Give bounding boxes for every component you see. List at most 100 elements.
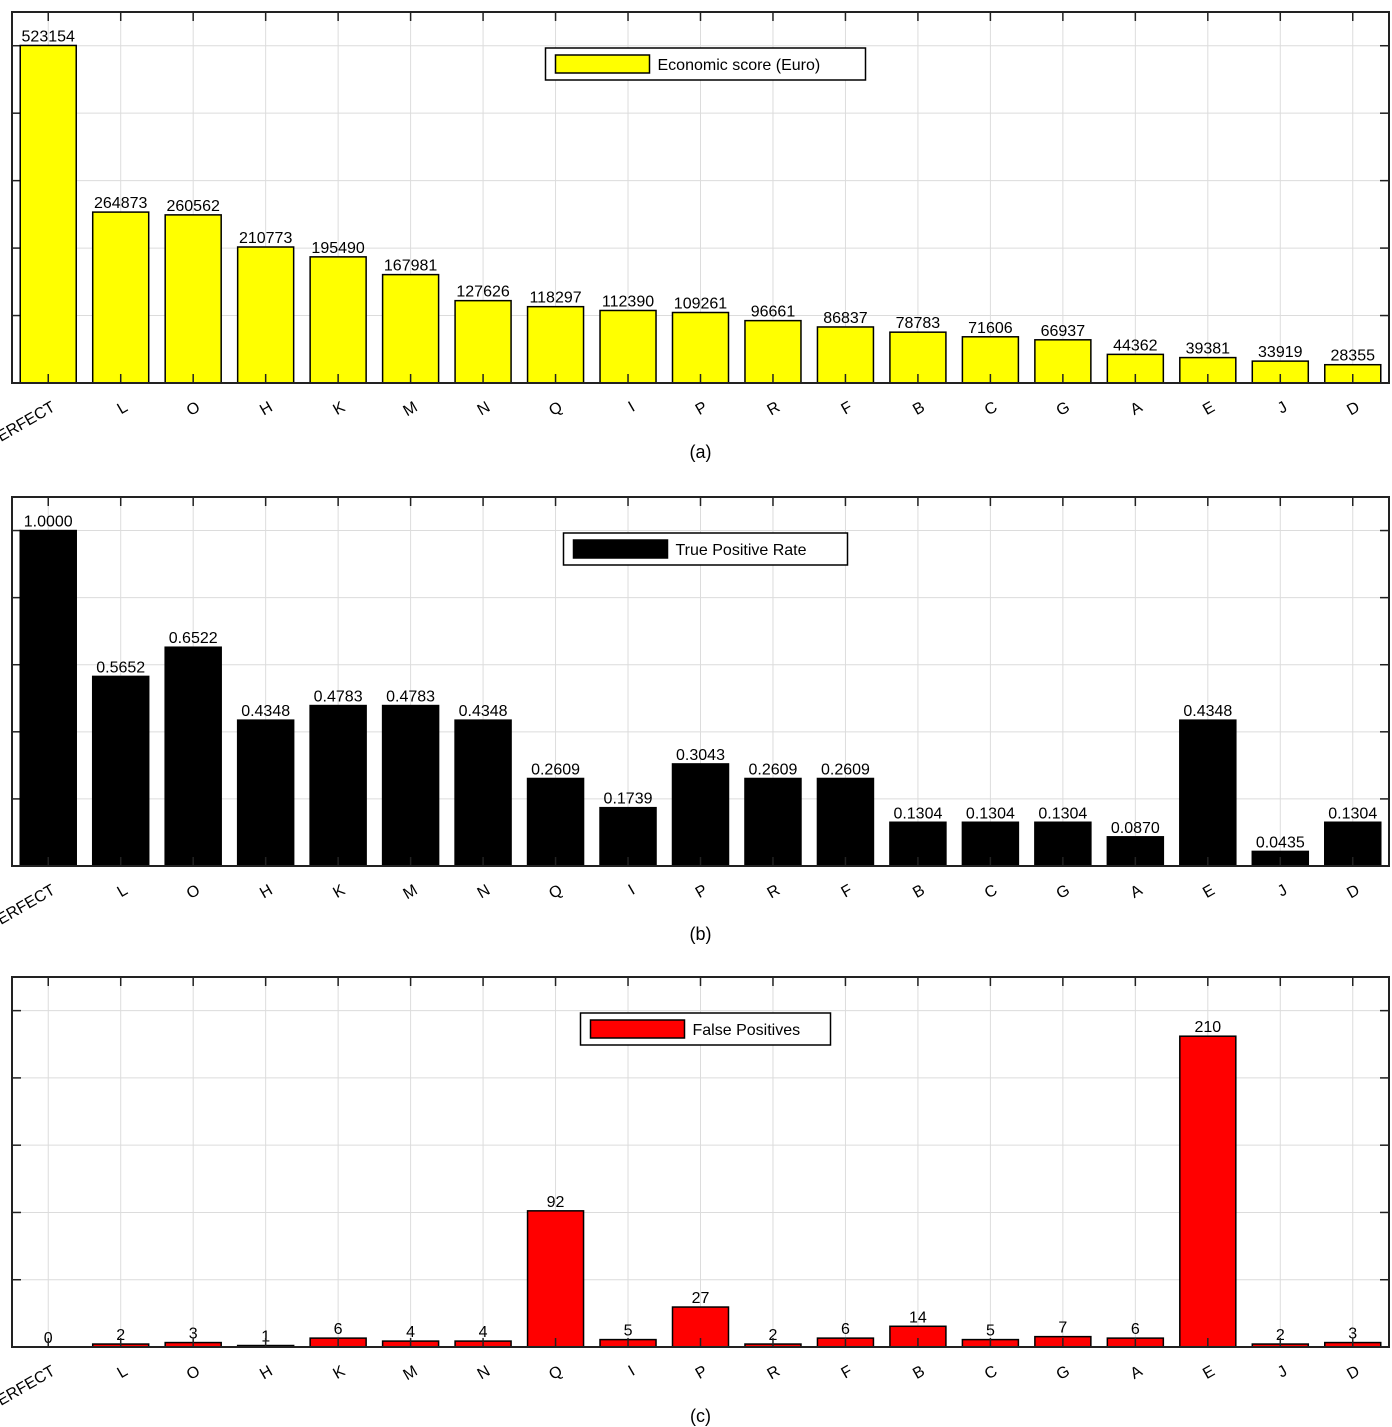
bar-value-label: 71606 xyxy=(968,320,1013,337)
bar-E xyxy=(1179,719,1237,867)
x-tick-label: A xyxy=(1128,882,1146,902)
chart-panel-1: 523154 264873 260562 210773 195490 167981 1276… xyxy=(0,11,1390,462)
x-tick-label: J xyxy=(1275,399,1290,418)
bar-PERFECT xyxy=(19,529,77,867)
bar-Q xyxy=(526,777,585,867)
legend-swatch xyxy=(554,54,651,74)
bar-value-label: 523154 xyxy=(22,28,75,45)
x-tick-label: P xyxy=(693,882,711,902)
bar-value-label: 0.1739 xyxy=(604,791,653,808)
x-tick-label: J xyxy=(1275,1363,1290,1382)
bar-value-label: 118297 xyxy=(529,290,581,307)
x-tick-label: M xyxy=(401,1363,421,1384)
bar-value-label: 0.2609 xyxy=(531,761,580,778)
x-tick-label: K xyxy=(330,882,348,902)
legend: True Positive Rate xyxy=(562,532,849,566)
x-tick-label: B xyxy=(910,1363,928,1383)
x-tick-label: D xyxy=(1344,882,1363,903)
legend-label: True Positive Rate xyxy=(676,542,807,559)
bar-value-label: 0.1304 xyxy=(966,805,1015,822)
x-tick-label: G xyxy=(1054,882,1073,903)
bar-value-label: 6 xyxy=(334,1321,343,1338)
x-tick-label: PERFECT xyxy=(0,1363,58,1415)
x-tick-label: R xyxy=(764,399,783,420)
bar-P xyxy=(671,763,730,867)
bar-value-label: 3 xyxy=(189,1326,198,1343)
x-tick-label: O xyxy=(184,399,203,420)
x-tick-label: N xyxy=(475,1363,494,1384)
bar-N xyxy=(454,719,512,867)
bar-value-label: 0.4783 xyxy=(314,689,363,706)
panel-caption: (a) xyxy=(690,442,712,462)
bar-value-label: 39381 xyxy=(1186,341,1231,358)
bar-value-label: 7 xyxy=(1058,1320,1067,1337)
x-tick-label: N xyxy=(475,399,494,420)
bar-PERFECT xyxy=(19,44,77,384)
bar-E xyxy=(1179,1035,1237,1348)
bar-value-label: 112390 xyxy=(602,293,654,310)
bar-F xyxy=(816,777,875,867)
bar-value-label: 66937 xyxy=(1041,323,1086,340)
bar-value-label: 0.2609 xyxy=(821,761,870,778)
bar-value-label: 210 xyxy=(1194,1019,1221,1036)
x-tick-label: J xyxy=(1275,882,1290,901)
bar-value-label: 109261 xyxy=(674,296,727,313)
x-tick-label: R xyxy=(764,882,783,903)
bar-value-label: 86837 xyxy=(823,310,868,327)
legend: False Positives xyxy=(579,1012,832,1046)
bar-value-label: 2 xyxy=(116,1327,125,1344)
bar-value-label: 0.3043 xyxy=(676,747,725,764)
legend-swatch xyxy=(589,1019,686,1039)
bar-value-label: 96661 xyxy=(751,304,796,321)
x-tick-label: Q xyxy=(546,399,565,420)
bar-value-label: 195490 xyxy=(311,240,364,257)
x-tick-label: P xyxy=(693,399,711,419)
x-tick-label: A xyxy=(1128,1363,1146,1383)
x-tick-label: F xyxy=(838,882,855,902)
x-tick-label: E xyxy=(1200,399,1218,419)
bar-Q xyxy=(526,1210,585,1348)
x-tick-label: I xyxy=(626,882,638,899)
bar-value-label: 44362 xyxy=(1113,337,1158,354)
x-tick-label: C xyxy=(982,399,1001,420)
bar-value-label: 2 xyxy=(769,1327,778,1344)
bar-value-label: 0.2609 xyxy=(749,761,798,778)
x-tick-label: B xyxy=(910,399,928,419)
bar-K xyxy=(309,256,367,384)
x-tick-label: H xyxy=(257,882,276,903)
x-tick-label: G xyxy=(1054,1363,1073,1384)
x-tick-label: I xyxy=(626,399,638,416)
x-tick-label: G xyxy=(1054,399,1073,420)
x-tick-label: O xyxy=(184,1363,203,1384)
bar-value-label: 0.4348 xyxy=(459,703,508,720)
x-tick-label: M xyxy=(401,882,421,903)
bar-value-label: 4 xyxy=(479,1324,488,1341)
bar-K xyxy=(309,704,367,867)
bar-value-label: 4 xyxy=(406,1324,415,1341)
bar-value-label: 0.0870 xyxy=(1111,820,1160,837)
x-tick-label: F xyxy=(838,1363,855,1383)
chart-panel-3: 023164492527261457621023PERFECTLOHKMNQIP… xyxy=(0,976,1390,1426)
panel-caption: (b) xyxy=(690,924,712,944)
x-tick-label: H xyxy=(257,399,276,420)
bar-value-label: 0.1304 xyxy=(1038,805,1087,822)
x-tick-label: Q xyxy=(546,1363,565,1384)
bar-value-label: 167981 xyxy=(384,258,437,275)
bar-value-label: 0.6522 xyxy=(169,630,218,647)
bar-value-label: 6 xyxy=(1131,1321,1140,1338)
bar-value-label: 5 xyxy=(986,1323,995,1340)
bar-value-label: 0.4348 xyxy=(1183,703,1232,720)
bar-value-label: 5 xyxy=(624,1323,633,1340)
bar-value-label: 0.1304 xyxy=(893,805,942,822)
x-tick-label: C xyxy=(982,882,1001,903)
x-tick-label: L xyxy=(114,1363,130,1382)
legend-box xyxy=(579,1012,832,1046)
bar-N xyxy=(454,299,512,384)
bar-M xyxy=(381,273,440,384)
x-tick-label: M xyxy=(401,399,421,420)
x-tick-label: L xyxy=(114,399,130,418)
legend-label: False Positives xyxy=(693,1022,801,1039)
bar-O xyxy=(164,646,222,867)
x-tick-label: K xyxy=(330,399,348,419)
bar-value-label: 28355 xyxy=(1331,348,1376,365)
